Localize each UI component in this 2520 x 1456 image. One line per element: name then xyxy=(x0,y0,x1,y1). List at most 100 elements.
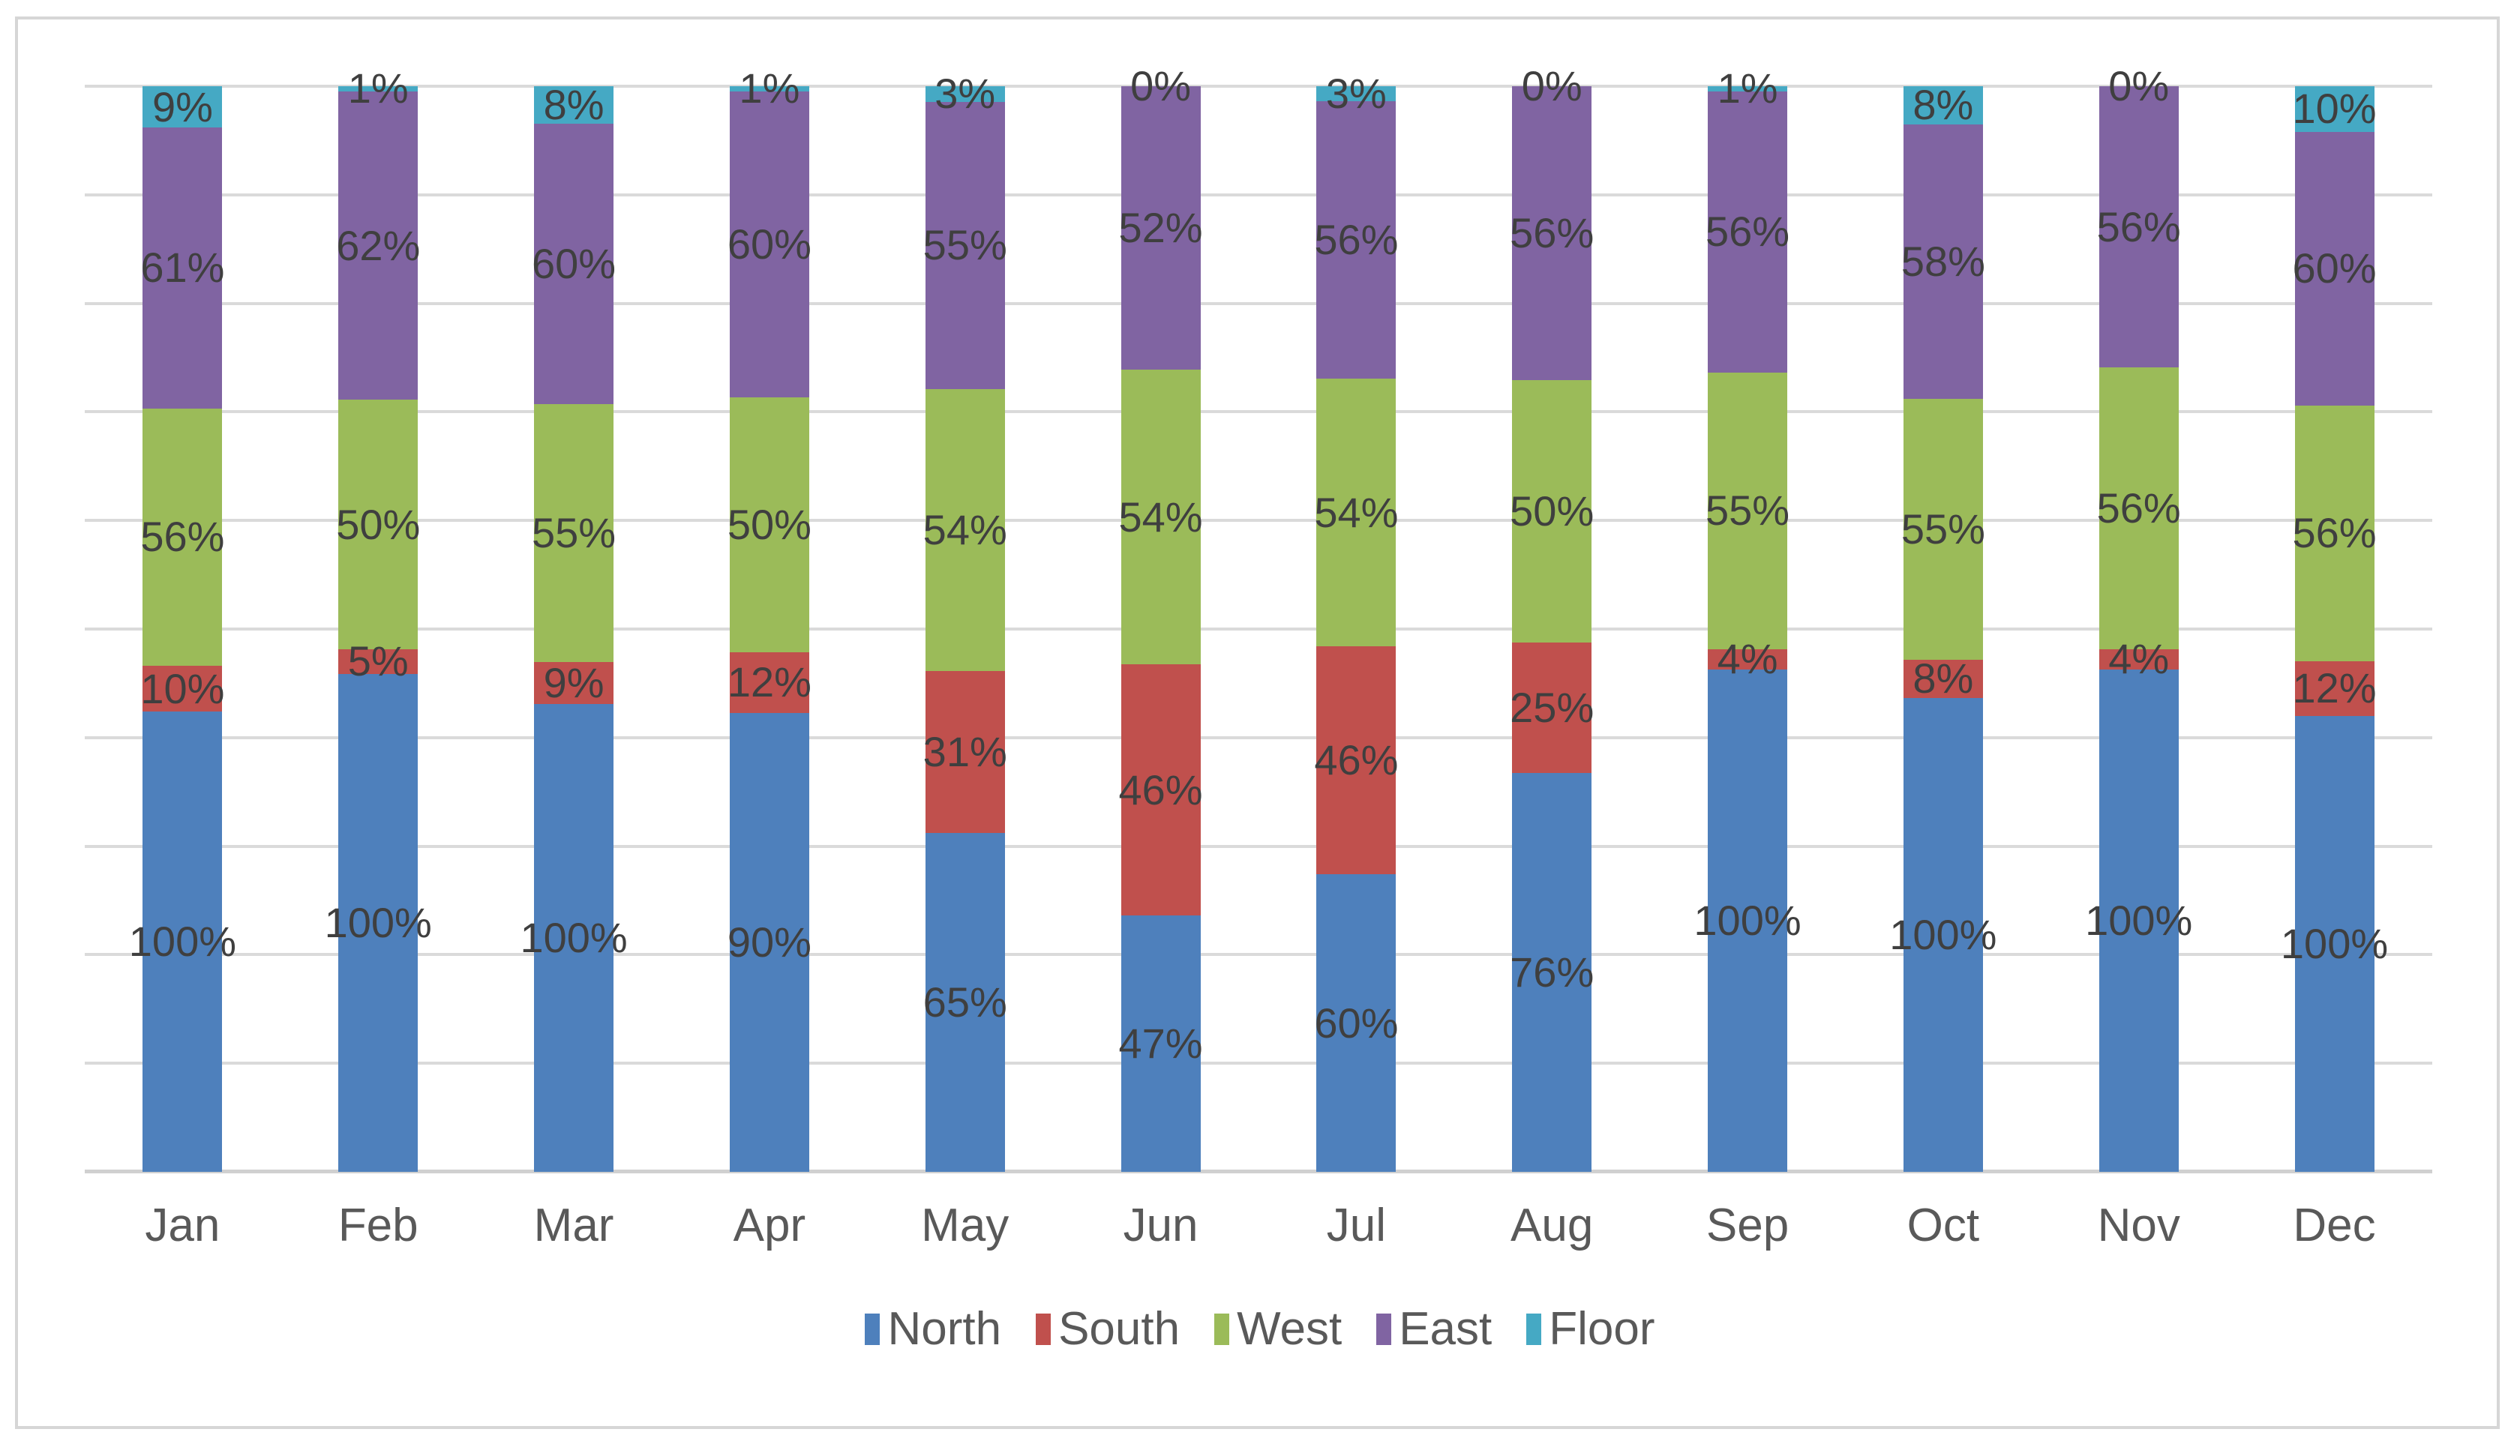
data-label-floor-nov: 0% xyxy=(2108,62,2170,110)
bar-segment-west-jul[interactable]: 54% xyxy=(1314,379,1399,647)
data-label-floor-apr: 1% xyxy=(739,64,800,112)
bar-segment-west-jan[interactable]: 56% xyxy=(140,408,224,667)
bar-segment-west-mar[interactable]: 55% xyxy=(532,404,616,662)
data-label-floor-oct: 8% xyxy=(1912,81,1974,129)
bar-segment-west-oct[interactable]: 55% xyxy=(1901,399,1985,661)
legend-item-north[interactable]: North xyxy=(865,1306,1001,1353)
gridline-60 xyxy=(85,519,2432,523)
bar-segment-east-nov[interactable]: 56% xyxy=(2096,86,2181,368)
bar-segment-north-dec[interactable]: 100% xyxy=(2281,715,2388,1172)
bar-segment-north-jun[interactable]: 47% xyxy=(1119,915,1203,1172)
bar-segment-south-aug[interactable]: 25% xyxy=(1510,642,1594,774)
legend-item-floor[interactable]: Floor xyxy=(1526,1306,1655,1353)
bar-segment-west-feb[interactable]: 50% xyxy=(336,400,420,649)
plot-area: 100% 10% 56% 61% 9% 100% 5% 50% 62% 1% 100% 9% 55% 60… xyxy=(85,65,2432,1173)
bar-column-dec: 100% 12% 56% 60% 10% xyxy=(2236,86,2432,1172)
bar-segment-north-feb[interactable]: 100% xyxy=(325,673,432,1172)
bar-segment-south-sep[interactable]: 4% xyxy=(1708,638,1788,680)
bar-segment-west-nov[interactable]: 56% xyxy=(2097,367,2181,649)
bar-column-oct: 100% 8% 55% 58% 8% xyxy=(1845,81,2041,1172)
gridline-100 xyxy=(85,85,2432,88)
bar-segment-south-jul[interactable]: 46% xyxy=(1314,646,1398,875)
bar-segment-north-jul[interactable]: 60% xyxy=(1314,874,1398,1172)
bar-segment-north-may[interactable]: 65% xyxy=(923,832,1007,1172)
bar-column-jul: 60% 46% 54% 56% 3% xyxy=(1258,72,1454,1172)
bar-segment-floor-mar[interactable]: 8% xyxy=(534,84,614,126)
stacked-bar-feb: 100% 5% 50% 62% 1% xyxy=(325,67,432,1172)
bar-segment-east-sep[interactable]: 56% xyxy=(1705,91,1790,373)
bar-segment-north-sep[interactable]: 100% xyxy=(1694,669,1802,1172)
bar-segment-east-aug[interactable]: 56% xyxy=(1510,86,1594,380)
bar-segment-south-mar[interactable]: 9% xyxy=(534,661,614,704)
bar-segment-north-apr[interactable]: 90% xyxy=(728,713,812,1172)
legend-item-south[interactable]: South xyxy=(1036,1306,1180,1353)
bar-segment-south-feb[interactable]: 5% xyxy=(338,640,418,682)
bar-segment-east-apr[interactable]: 60% xyxy=(727,91,812,397)
bar-segment-south-oct[interactable]: 8% xyxy=(1903,658,1983,700)
data-label-south-dec: 12% xyxy=(2292,664,2377,712)
bar-segment-south-may[interactable]: 31% xyxy=(923,670,1007,833)
data-label-west-sep: 55% xyxy=(1705,487,1790,535)
legend-label-south: South xyxy=(1058,1303,1180,1355)
data-label-floor-may: 3% xyxy=(934,70,996,118)
bar-segment-north-aug[interactable]: 76% xyxy=(1510,773,1594,1172)
bar-segment-east-mar[interactable]: 60% xyxy=(532,123,616,405)
data-label-west-jul: 54% xyxy=(1314,488,1399,536)
bar-segment-west-apr[interactable]: 50% xyxy=(728,397,812,652)
data-label-east-dec: 60% xyxy=(2292,244,2377,292)
bar-segment-east-jul[interactable]: 56% xyxy=(1314,100,1398,379)
bar-segment-west-may[interactable]: 54% xyxy=(923,388,1007,671)
bar-segment-south-dec[interactable]: 12% xyxy=(2292,661,2377,716)
bar-segment-north-oct[interactable]: 100% xyxy=(1889,697,1996,1172)
bar-segment-south-apr[interactable]: 12% xyxy=(728,652,812,714)
bar-segment-east-oct[interactable]: 58% xyxy=(1900,124,1985,400)
bar-segment-south-jan[interactable]: 10% xyxy=(140,664,225,712)
bar-segment-floor-oct[interactable]: 8% xyxy=(1903,81,1983,129)
x-tick-sep: Sep xyxy=(1706,1200,1790,1251)
bar-segment-east-feb[interactable]: 62% xyxy=(336,91,420,400)
legend-item-west[interactable]: West xyxy=(1214,1306,1342,1353)
bar-column-mar: 100% 9% 55% 60% 8% xyxy=(476,84,672,1172)
data-label-east-oct: 58% xyxy=(1900,237,1985,285)
legend-item-east[interactable]: East xyxy=(1376,1306,1492,1353)
bar-segment-floor-may[interactable]: 3% xyxy=(925,73,1005,115)
bar-segment-floor-jan[interactable]: 9% xyxy=(142,82,223,130)
bar-segment-north-mar[interactable]: 100% xyxy=(520,703,628,1172)
bar-segment-west-jun[interactable]: 54% xyxy=(1119,370,1203,665)
bar-segment-south-jun[interactable]: 46% xyxy=(1119,664,1203,916)
gridline-10 xyxy=(85,1062,2432,1065)
bar-segment-east-jun[interactable]: 52% xyxy=(1119,86,1203,370)
bar-segment-floor-jul[interactable]: 3% xyxy=(1316,72,1396,114)
x-tick-aug: Aug xyxy=(1510,1200,1594,1251)
bar-segment-north-jan[interactable]: 100% xyxy=(129,712,236,1172)
bar-segment-south-nov[interactable]: 4% xyxy=(2098,638,2179,680)
data-label-east-apr: 60% xyxy=(727,220,812,268)
legend-marker-west xyxy=(1214,1314,1230,1345)
bar-segment-north-nov[interactable]: 100% xyxy=(2085,669,2192,1172)
data-label-floor-jan: 9% xyxy=(152,82,213,130)
legend-marker-east xyxy=(1376,1314,1392,1345)
bar-segment-floor-feb[interactable]: 1% xyxy=(338,67,418,109)
legend-label-west: West xyxy=(1237,1303,1342,1355)
bar-column-may: 65% 31% 54% 55% 3% xyxy=(867,73,1063,1172)
bar-segment-east-may[interactable]: 55% xyxy=(923,101,1007,389)
bar-segment-floor-dec[interactable]: 10% xyxy=(2292,86,2377,132)
stacked-bar-nov: 100% 4% 56% 56% 0% xyxy=(2085,65,2192,1172)
data-label-south-jan: 10% xyxy=(140,664,225,712)
data-label-south-aug: 25% xyxy=(1510,683,1594,731)
bar-segment-east-dec[interactable]: 60% xyxy=(2292,131,2377,406)
data-label-east-nov: 56% xyxy=(2096,202,2181,250)
stacked-bar-dec: 100% 12% 56% 60% 10% xyxy=(2281,86,2388,1172)
x-tick-nov: Nov xyxy=(2097,1200,2180,1251)
bar-segment-west-dec[interactable]: 56% xyxy=(2292,405,2377,661)
bar-segment-west-aug[interactable]: 50% xyxy=(1510,379,1594,643)
data-label-north-dec: 100% xyxy=(2280,919,2389,967)
data-label-south-sep: 4% xyxy=(1717,635,1778,683)
x-tick-jan: Jan xyxy=(145,1200,220,1251)
bar-segment-floor-apr[interactable]: 1% xyxy=(729,67,809,109)
bar-segment-east-jan[interactable]: 61% xyxy=(140,127,224,409)
data-label-east-sep: 56% xyxy=(1705,208,1790,256)
bar-segment-west-sep[interactable]: 55% xyxy=(1705,373,1790,649)
bar-segment-floor-sep[interactable]: 1% xyxy=(1708,67,1788,109)
